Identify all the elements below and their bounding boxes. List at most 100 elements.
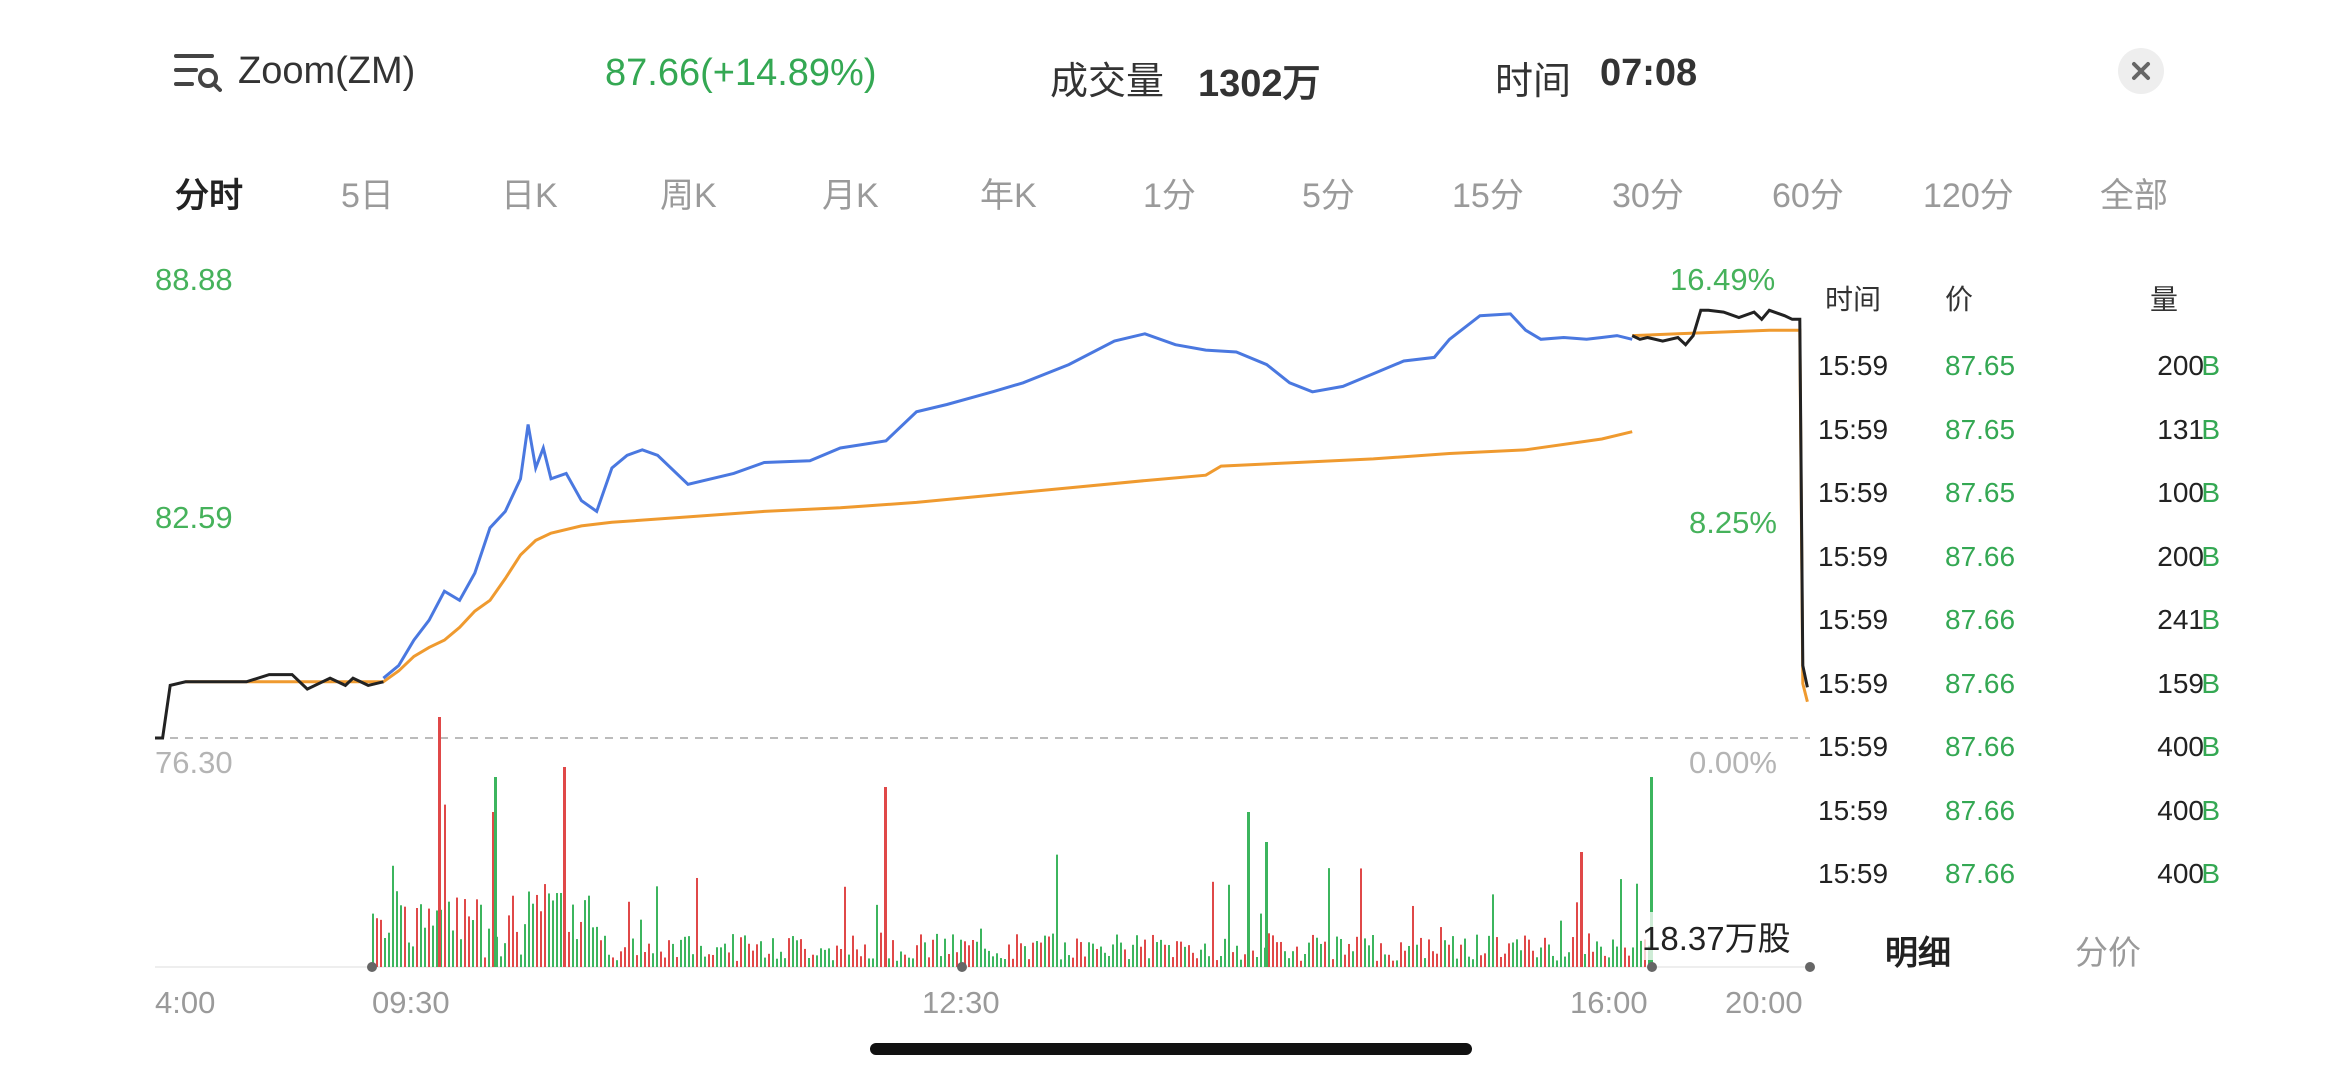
volume-bar bbox=[1088, 942, 1090, 967]
tab-60min[interactable]: 60分 bbox=[1772, 177, 1844, 215]
volume-bar bbox=[772, 938, 774, 967]
volume-bar bbox=[1428, 939, 1430, 967]
volume-bar bbox=[563, 767, 566, 967]
tab-120min[interactable]: 120分 bbox=[1923, 177, 2014, 215]
volume-bar bbox=[1176, 941, 1178, 967]
volume-bar bbox=[808, 958, 810, 967]
volume-bar bbox=[828, 948, 830, 967]
volume-bar bbox=[1288, 958, 1290, 967]
pct-label-high: 16.49% bbox=[1670, 262, 1776, 297]
volume-bar bbox=[1020, 943, 1022, 967]
volume-bar bbox=[1512, 942, 1514, 967]
trade-row: 15:59 87.66 400 B bbox=[1818, 731, 2220, 762]
volume-bar bbox=[664, 957, 666, 967]
time-label: 时间 bbox=[1495, 61, 1572, 103]
volume-bar bbox=[1300, 960, 1302, 967]
volume-bar bbox=[1256, 957, 1258, 967]
volume-bar bbox=[1056, 854, 1058, 967]
volume-bar bbox=[1408, 945, 1410, 967]
volume-bar bbox=[512, 895, 514, 967]
volume-bar bbox=[1448, 944, 1450, 967]
volume-bar bbox=[1420, 937, 1422, 967]
tab-15min[interactable]: 15分 bbox=[1452, 177, 1524, 215]
volume-bar bbox=[1308, 942, 1310, 967]
tab-price-distribution[interactable]: 分价 bbox=[2075, 934, 2141, 971]
volume-bar bbox=[936, 933, 938, 967]
intraday-chart[interactable] bbox=[0, 0, 1820, 1010]
volume-bar bbox=[892, 940, 894, 967]
volume-value: 1302万 bbox=[1198, 63, 1321, 105]
volume-bar bbox=[572, 904, 574, 967]
volume-bar bbox=[420, 904, 422, 967]
x-label-1600: 16:00 bbox=[1570, 985, 1648, 1020]
volume-bar bbox=[1244, 954, 1246, 967]
volume-bar bbox=[1372, 935, 1374, 967]
volume-bar bbox=[556, 893, 558, 967]
tab-detail[interactable]: 明细 bbox=[1885, 934, 1951, 971]
session-dot-0930 bbox=[367, 962, 377, 972]
volume-bar bbox=[388, 932, 390, 967]
volume-bar bbox=[444, 804, 446, 967]
volume-bar bbox=[1072, 957, 1074, 967]
volume-bar bbox=[1552, 955, 1554, 967]
volume-bar bbox=[976, 941, 978, 967]
volume-bar bbox=[476, 899, 478, 967]
volume-bar bbox=[1368, 945, 1370, 967]
volume-bar bbox=[1472, 959, 1474, 967]
col-header-volume: 量 bbox=[2150, 284, 2179, 315]
volume-bar bbox=[852, 935, 854, 967]
tab-yearly-k[interactable]: 年K bbox=[980, 177, 1037, 215]
volume-bar bbox=[1216, 960, 1218, 967]
tab-weekly-k[interactable]: 周K bbox=[660, 177, 717, 215]
volume-bar bbox=[804, 948, 806, 967]
volume-bar bbox=[584, 900, 586, 967]
volume-bar bbox=[400, 905, 402, 967]
tab-5day[interactable]: 5日 bbox=[341, 177, 394, 215]
volume-bar bbox=[708, 954, 710, 967]
y-label-high: 88.88 bbox=[155, 262, 233, 297]
volume-bar bbox=[608, 954, 610, 967]
volume-bar bbox=[480, 904, 482, 967]
pct-label-low: 0.00% bbox=[1689, 745, 1777, 780]
tab-daily-k[interactable]: 日K bbox=[501, 177, 558, 215]
volume-bar bbox=[864, 944, 866, 967]
volume-bar bbox=[788, 938, 790, 967]
volume-bar bbox=[1320, 943, 1322, 967]
volume-bar bbox=[1232, 952, 1234, 967]
volume-bar bbox=[1200, 949, 1202, 967]
volume-bar bbox=[1240, 959, 1242, 967]
volume-bar bbox=[416, 908, 418, 967]
volume-bar bbox=[1312, 934, 1314, 967]
menu-button[interactable] bbox=[170, 48, 222, 98]
volume-bar bbox=[1500, 956, 1502, 967]
volume-bar bbox=[844, 886, 846, 967]
volume-bar bbox=[1224, 938, 1226, 967]
volume-bar bbox=[1388, 954, 1390, 967]
volume-bar bbox=[1456, 958, 1458, 967]
volume-bar bbox=[744, 935, 746, 967]
volume-bar bbox=[1064, 942, 1066, 967]
tab-5min[interactable]: 5分 bbox=[1302, 177, 1355, 215]
volume-bar bbox=[1440, 927, 1442, 967]
volume-bar bbox=[1556, 960, 1558, 967]
tab-all[interactable]: 全部 bbox=[2100, 177, 2168, 215]
volume-bar bbox=[752, 950, 754, 967]
x-label-2000: 20:00 bbox=[1725, 985, 1803, 1020]
volume-bar bbox=[1400, 942, 1402, 967]
tab-intraday[interactable]: 分时 bbox=[175, 177, 243, 215]
tab-1min[interactable]: 1分 bbox=[1143, 177, 1196, 215]
volume-bar bbox=[868, 958, 870, 967]
volume-bar bbox=[1600, 946, 1602, 967]
volume-bar bbox=[1432, 951, 1434, 967]
tab-monthly-k[interactable]: 月K bbox=[822, 177, 879, 215]
volume-bar bbox=[636, 955, 638, 967]
volume-bar bbox=[704, 956, 706, 967]
volume-bar bbox=[1192, 952, 1194, 967]
close-button[interactable] bbox=[2118, 48, 2164, 94]
tab-30min[interactable]: 30分 bbox=[1612, 177, 1684, 215]
volume-bar bbox=[696, 877, 698, 967]
volume-bar bbox=[376, 918, 378, 967]
volume-bar bbox=[1524, 935, 1526, 967]
volume-bar bbox=[1000, 958, 1002, 967]
volume-bar bbox=[1060, 959, 1062, 967]
